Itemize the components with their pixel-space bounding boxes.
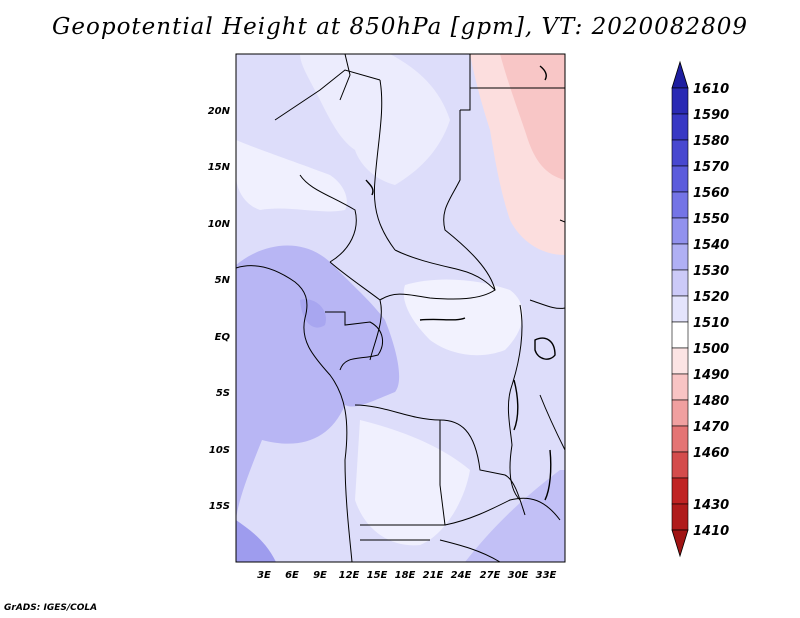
lake-victoria [534,337,556,360]
map-frame [235,53,566,563]
colorbar-cell [671,165,689,193]
colorbar-cell [671,113,689,141]
colorbar-cells [671,87,689,531]
y-tick-label: 10N [208,219,231,230]
low-field-north [300,54,450,185]
colorbar-label: 1570 [693,160,729,175]
low-field-west-sahel [236,140,347,212]
x-tick-label: 30E [508,570,529,581]
low-field-angola [355,420,470,546]
high-field-southeast [465,470,565,562]
water-bodies [365,65,556,501]
colorbar-cell [671,295,689,323]
border-lakes [507,304,523,501]
river-congo [419,317,466,321]
x-tick-label: 21E [423,570,444,581]
colorbar-cell [671,451,689,479]
colorbar-label: 1410 [693,524,729,539]
lake-chad [365,179,374,196]
colorbar-cell [671,503,689,531]
colorbar-cell [671,139,689,167]
lake-malawi [544,449,552,501]
colorbar-labels: 1610 1590 1580 1570 1560 1550 1540 1530 … [693,82,729,539]
colorbar-label: 1520 [693,290,729,305]
coastline-west [236,265,353,562]
colorbar-label: 1550 [693,212,729,227]
y-tick-label: 10S [209,445,230,456]
x-tick-label: 12E [339,570,360,581]
colorbar-cell [671,321,689,349]
border-south [360,539,501,562]
high-field-southwest [236,520,276,562]
colorbar-label: 1500 [693,342,729,357]
y-axis-labels: 20N 15N 10N 5N EQ 5S 10S 15S [208,106,231,512]
colorbar-cell [671,347,689,375]
lake-tanganyika [513,379,519,431]
colorbar-bottom-triangle [671,529,689,558]
y-tick-label: 5N [215,275,231,286]
high-field-west [236,245,400,520]
border-niger-chad [274,69,381,121]
colorbar-cell [671,269,689,297]
colorbar-cell [671,191,689,219]
lake-nile [539,65,547,81]
y-tick-label: 5S [216,388,230,399]
colorbar-label: 1460 [693,446,729,461]
colorbar-cell [671,425,689,453]
colorbar-label: 1470 [693,420,729,435]
y-tick-label: EQ [215,332,231,343]
border-chad-sudan [373,79,396,251]
x-tick-label: 9E [313,570,327,581]
grads-credit: GrADS: IGES/COLA [4,603,98,613]
x-tick-label: 27E [480,570,501,581]
border-east-coast [539,219,565,451]
colorbar-label: 1560 [693,186,729,201]
x-tick-label: 18E [395,570,416,581]
colorbar-cell [671,373,689,401]
colorbar-label: 1510 [693,316,729,331]
colorbar-label: 1580 [693,134,729,149]
colorbar-cell [671,399,689,427]
border-cameroon-congo [329,261,382,361]
y-tick-label: 20N [208,106,231,117]
colorbar-label: 1540 [693,238,729,253]
colorbar-cell [671,217,689,245]
border-egypt-sudan [460,54,471,111]
colorbar-cell [671,477,689,505]
border-gabon [325,311,383,371]
colorbar-cell [671,243,689,271]
border-zambia [444,497,561,526]
y-tick-label: 15S [209,501,230,512]
x-tick-label: 6E [285,570,299,581]
colorbar-label: 1590 [693,108,729,123]
low-field-northeast-core [500,54,565,180]
x-tick-label: 15E [367,570,388,581]
map-title: Geopotential Height at 850hPa [gpm], VT:… [52,14,748,40]
border-nigeria-cameroon [299,174,357,263]
colorbar-label: 1490 [693,368,729,383]
colorbar: 1610 1590 1580 1570 1560 1550 1540 1530 … [671,60,729,558]
colorbar-label: 1480 [693,394,729,409]
country-borders [236,54,565,562]
border-libya-chad [339,54,351,101]
x-axis-labels: 3E 6E 9E 12E 15E 18E 21E 24E 27E 30E 33E [257,570,556,581]
x-tick-label: 33E [536,570,557,581]
border-uganda-kenya [529,299,565,309]
x-tick-label: 24E [451,570,472,581]
colorbar-top-triangle [671,60,689,89]
colorbar-label: 1610 [693,82,729,97]
border-drc-angola [354,404,526,516]
y-tick-label: 15N [208,162,231,173]
colorbar-label: 1530 [693,264,729,279]
colorbar-cell [671,87,689,115]
map-shading [236,54,565,562]
border-sudan-south [443,87,565,291]
x-tick-label: 3E [257,570,271,581]
border-car [379,249,496,301]
colorbar-label: 1430 [693,498,729,513]
